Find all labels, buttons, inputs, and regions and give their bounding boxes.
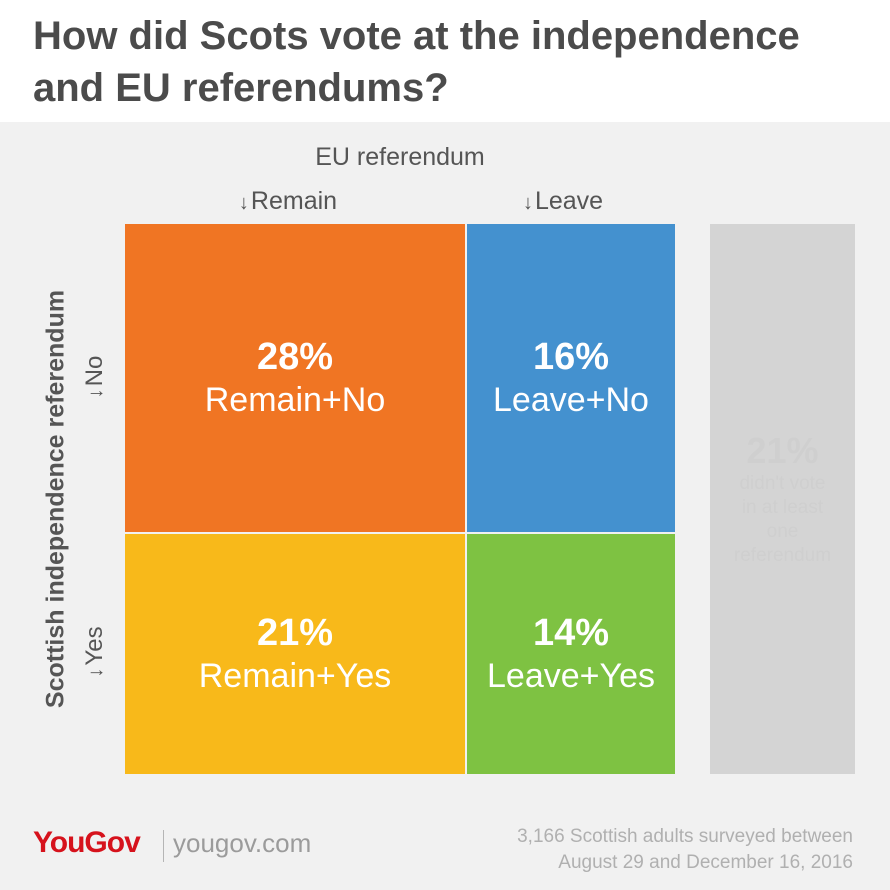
cell-label: Remain+No bbox=[204, 381, 386, 419]
cell-percentage: 21% bbox=[256, 612, 334, 654]
column-header-label: Leave bbox=[534, 187, 604, 215]
title-band: How did Scots vote at the independence a… bbox=[0, 0, 890, 122]
row-header-no: ↓No bbox=[81, 356, 109, 399]
source-note: 3,166 Scottish adults surveyed between A… bbox=[413, 824, 853, 876]
cell-leave-yes: 14% Leave+Yes bbox=[467, 534, 675, 774]
cell-leave-no: 16% Leave+No bbox=[467, 224, 675, 532]
cell-label-line: didn't vote bbox=[739, 473, 826, 494]
source-line: August 29 and December 16, 2016 bbox=[558, 852, 853, 873]
chart-title: How did Scots vote at the independence a… bbox=[33, 14, 800, 110]
footer: YouGov yougov.com 3,166 Scottish adults … bbox=[33, 826, 873, 876]
cell-percentage: 16% bbox=[532, 336, 610, 378]
column-header-leave: ↓Leave bbox=[463, 187, 663, 216]
column-axis-title: EU referendum bbox=[315, 143, 485, 171]
yougov-logo: YouGov bbox=[33, 826, 141, 859]
footer-divider bbox=[163, 830, 164, 862]
cell-label: Leave+No bbox=[493, 381, 649, 419]
column-header-remain: ↓Remain bbox=[188, 187, 388, 216]
row-header-label: No bbox=[81, 355, 108, 387]
down-arrow-icon: ↓ bbox=[522, 192, 533, 214]
cell-remain-no: 28% Remain+No bbox=[125, 224, 465, 532]
cell-label-line: in at least bbox=[741, 497, 824, 518]
cell-did-not-vote: 21% didn't vote in at least one referend… bbox=[710, 224, 855, 774]
column-header-label: Remain bbox=[250, 187, 338, 215]
cell-percentage: 21% bbox=[746, 430, 819, 471]
row-header-yes: ↓Yes bbox=[81, 626, 109, 677]
cell-label: Remain+Yes bbox=[198, 657, 392, 695]
site-link[interactable]: yougov.com bbox=[173, 828, 312, 858]
cell-remain-yes: 21% Remain+Yes bbox=[125, 534, 465, 774]
cell-percentage: 14% bbox=[532, 612, 610, 654]
down-arrow-icon: ↓ bbox=[238, 192, 249, 214]
row-header-label: Yes bbox=[81, 626, 108, 666]
down-arrow-icon: ↓ bbox=[85, 388, 107, 399]
down-arrow-icon: ↓ bbox=[85, 667, 107, 678]
cell-label-line: one bbox=[766, 521, 799, 542]
cell-label: Leave+Yes bbox=[487, 657, 655, 695]
row-axis-title: Scottish independence referendum bbox=[41, 289, 70, 709]
source-line: 3,166 Scottish adults surveyed between bbox=[517, 826, 853, 847]
cell-percentage: 28% bbox=[256, 336, 334, 378]
cell-label-line: referendum bbox=[733, 545, 832, 566]
